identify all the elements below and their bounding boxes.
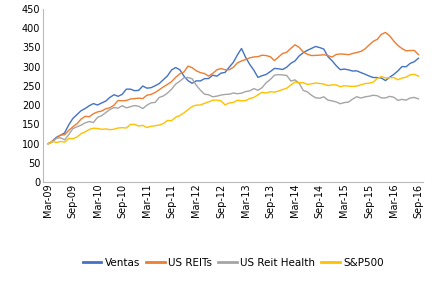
Legend: Ventas, US REITs, US Reit Health, S&P500: Ventas, US REITs, US Reit Health, S&P500 bbox=[79, 253, 388, 272]
